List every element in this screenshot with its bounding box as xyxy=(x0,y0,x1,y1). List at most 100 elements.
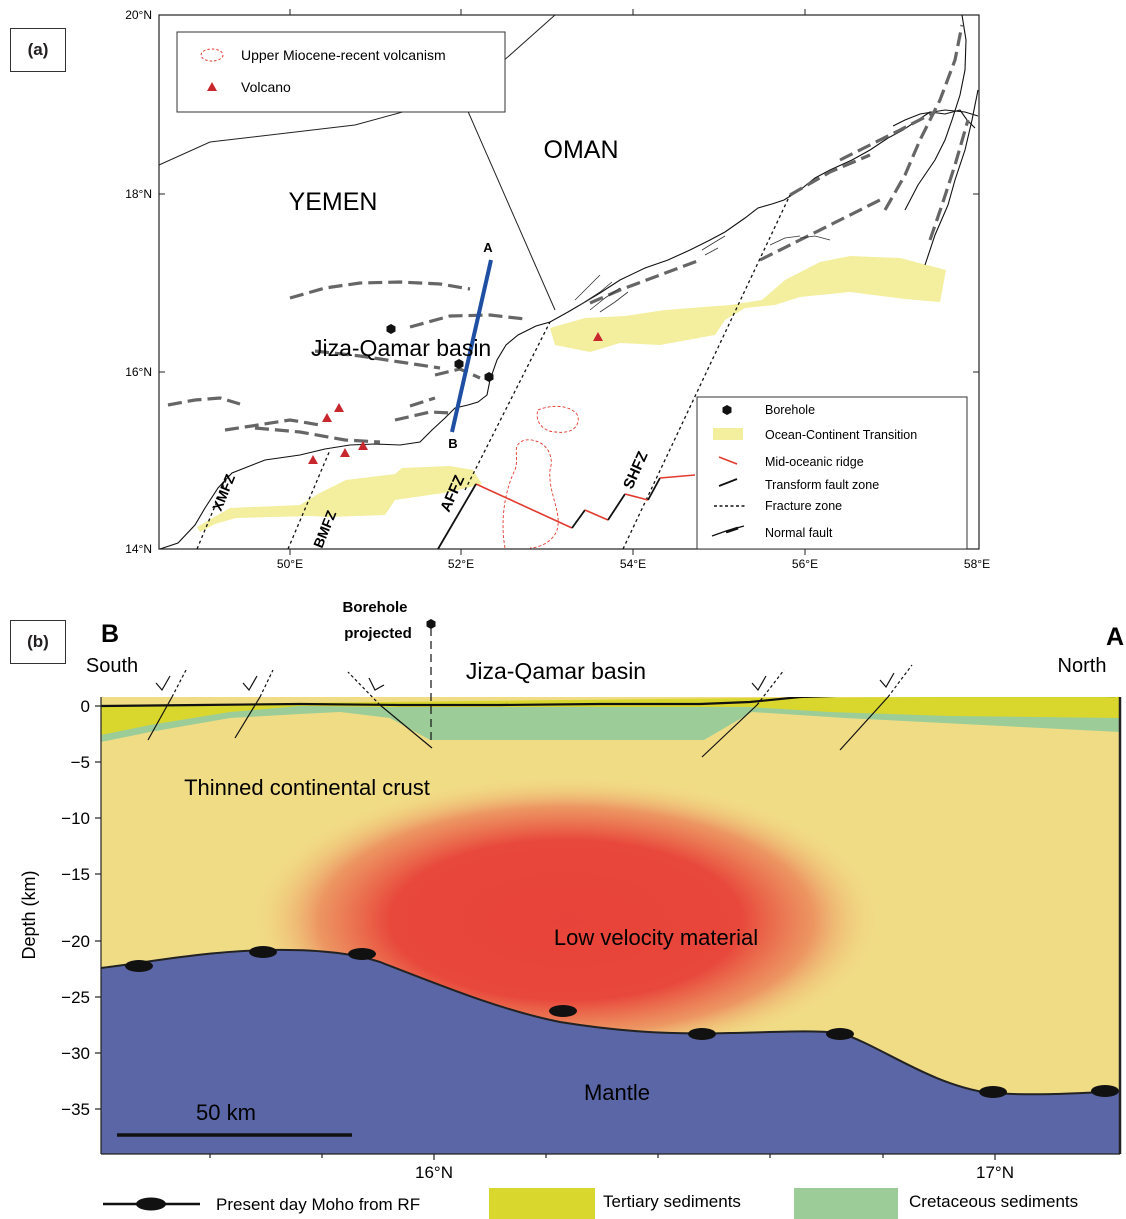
ridge-swatch xyxy=(718,456,738,465)
fracture-zones xyxy=(196,194,791,550)
legend-moho-label: Present day Moho from RF xyxy=(216,1195,420,1214)
moho-marker xyxy=(826,1028,854,1040)
transform-faults xyxy=(167,24,970,444)
borehole-projected-label-1: Borehole xyxy=(342,599,407,616)
lvz-label: Low velocity material xyxy=(554,925,758,950)
volcano-icon xyxy=(334,403,344,412)
tertiary-sediments xyxy=(101,697,1120,735)
lat-label-16: 16°N xyxy=(125,365,152,379)
ocean-continent-transition xyxy=(197,256,946,532)
mid-oceanic-ridge xyxy=(437,474,696,550)
panel-a-map: A B OMAN YEMEN Jiza-Qamar basin XMFZ BMF… xyxy=(125,8,990,570)
oman-label: OMAN xyxy=(544,136,619,164)
cretaceous-swatch xyxy=(794,1188,898,1219)
borehole-icon xyxy=(386,324,396,334)
section-end-b: B xyxy=(101,620,119,648)
depth-tick-30: −30 xyxy=(61,1044,90,1063)
lat-tick-17: 17°N xyxy=(976,1163,1014,1182)
volcano-icon xyxy=(340,448,350,457)
mantle xyxy=(101,949,1120,1154)
panel-b-tag: (b) xyxy=(10,620,66,664)
depth-tick-0: 0 xyxy=(81,697,90,716)
moho-marker xyxy=(979,1086,1007,1098)
lat-label-20: 20°N xyxy=(125,8,152,22)
scale-bar-label: 50 km xyxy=(196,1100,256,1125)
surface-topography xyxy=(101,697,1115,708)
crust-label: Thinned continental crust xyxy=(184,775,430,800)
legend-map-features: Borehole Ocean-Continent Transition Mid-… xyxy=(696,396,968,550)
volcanism-swatch xyxy=(200,48,224,62)
depth-tick-20: −20 xyxy=(61,932,90,951)
south-label: South xyxy=(86,655,138,677)
oct-swatch xyxy=(713,428,743,440)
borehole-icon xyxy=(722,405,732,415)
lon-label-58: 58°E xyxy=(964,557,990,570)
volcano-icon xyxy=(358,441,368,450)
svg-text:Ocean-Continent Transition: Ocean-Continent Transition xyxy=(765,428,917,442)
moho-marker xyxy=(549,1005,577,1017)
borehole-icon xyxy=(426,619,436,629)
mantle-label: Mantle xyxy=(584,1080,650,1105)
lat-tick-16: 16°N xyxy=(415,1163,453,1182)
lat-label-18: 18°N xyxy=(125,187,152,201)
latitude-ticks xyxy=(209,1154,996,1160)
map-axis-ticks xyxy=(159,9,979,555)
depth-ticks xyxy=(95,705,101,1110)
volcano-icon xyxy=(308,455,318,464)
moho-rf-markers xyxy=(125,946,1119,1098)
svg-text:Normal fault: Normal fault xyxy=(765,526,833,540)
depth-tick-15: −15 xyxy=(61,865,90,884)
yemen-label: YEMEN xyxy=(289,188,378,216)
volcano-icon xyxy=(207,82,217,91)
volcanism-outlines xyxy=(502,405,579,549)
svg-text:Transform fault zone: Transform fault zone xyxy=(765,478,879,492)
moho-line xyxy=(101,948,1120,1096)
moho-legend-marker xyxy=(136,1197,166,1211)
depth-axis-label: Depth (km) xyxy=(19,870,39,959)
svg-text:Borehole: Borehole xyxy=(765,403,815,417)
borehole-projected-label-2: projected xyxy=(344,625,412,642)
moho-marker xyxy=(348,948,376,960)
svg-text:Mid-oceanic ridge: Mid-oceanic ridge xyxy=(765,455,864,469)
lon-label-54: 54°E xyxy=(620,557,646,570)
borehole-markers xyxy=(386,324,494,382)
coastal-fault-detail xyxy=(574,235,831,313)
borehole-icon xyxy=(484,372,494,382)
moho-marker xyxy=(125,960,153,972)
moho-marker xyxy=(249,946,277,958)
volcano-icon xyxy=(322,413,332,422)
legend-volcanism: Upper Miocene-recent volcanism Volcano xyxy=(176,31,506,113)
borehole-icon xyxy=(454,359,464,369)
lon-label-50: 50°E xyxy=(277,557,303,570)
legend-cretaceous-label: Cretaceous sediments xyxy=(909,1192,1078,1211)
moho-marker xyxy=(1091,1085,1119,1097)
north-label: North xyxy=(1058,655,1107,677)
section-end-a: A xyxy=(1106,623,1124,651)
volcano-markers xyxy=(308,332,603,464)
lon-label-56: 56°E xyxy=(792,557,818,570)
depth-tick-25: −25 xyxy=(61,988,90,1007)
cretaceous-sediments xyxy=(101,705,1120,742)
transform-swatch xyxy=(718,478,738,487)
section-legend: Present day Moho from RF Tertiary sedime… xyxy=(103,1188,1078,1219)
volcano-icon xyxy=(593,332,603,341)
depth-tick-5: −5 xyxy=(71,753,90,772)
profile-line-ab xyxy=(450,259,493,433)
basin-label: Jiza-Qamar basin xyxy=(311,335,491,361)
depth-tick-35: −35 xyxy=(61,1100,90,1119)
profile-end-b: B xyxy=(448,436,457,451)
profile-end-a: A xyxy=(483,240,493,255)
legend-volcano-label: Volcano xyxy=(241,79,291,95)
tertiary-swatch xyxy=(489,1188,595,1219)
moho-marker xyxy=(688,1028,716,1040)
section-basin-label: Jiza-Qamar basin xyxy=(466,658,646,684)
svg-text:Fracture zone: Fracture zone xyxy=(765,499,842,513)
legend-tertiary-label: Tertiary sediments xyxy=(603,1192,741,1211)
lat-label-14: 14°N xyxy=(125,542,152,556)
panel-a-tag: (a) xyxy=(10,28,66,72)
depth-tick-10: −10 xyxy=(61,809,90,828)
section-faults xyxy=(147,664,913,758)
lon-label-52: 52°E xyxy=(448,557,474,570)
legend-volcanism-label: Upper Miocene-recent volcanism xyxy=(241,47,446,63)
